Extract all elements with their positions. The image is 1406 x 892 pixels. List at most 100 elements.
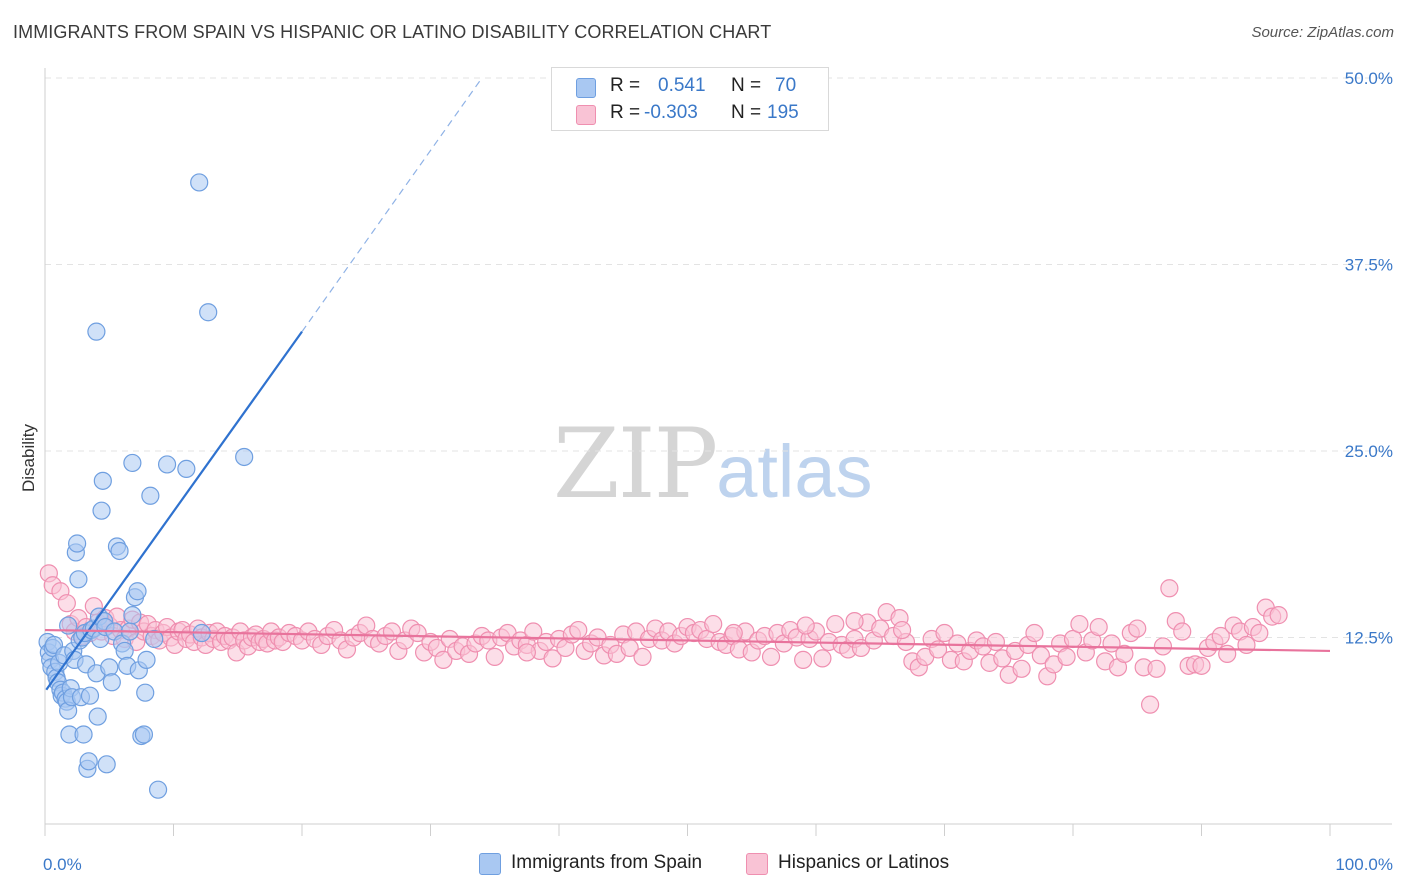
legend-n-value: 70: [775, 75, 797, 96]
watermark: ZIPatlas: [553, 408, 873, 520]
point-spain: [74, 725, 93, 744]
point-hispanic: [796, 616, 815, 635]
point-hispanic: [892, 620, 912, 640]
point-hispanic: [1160, 579, 1179, 598]
point-spain: [68, 534, 87, 553]
trend-line-spain-extension: [301, 77, 483, 332]
point-hispanic: [1250, 623, 1269, 643]
point-hispanic: [1153, 637, 1173, 656]
point-spain: [123, 453, 142, 473]
point-hispanic: [845, 611, 864, 631]
point-hispanic: [813, 649, 832, 668]
point-spain: [69, 570, 88, 589]
point-hispanic: [1269, 606, 1288, 625]
series-hispanics-or-latinos: [39, 564, 1288, 714]
point-spain: [92, 501, 111, 520]
point-spain: [199, 303, 218, 322]
legend-n-label: N =: [731, 75, 762, 96]
point-hispanic: [633, 647, 652, 666]
point-spain: [145, 629, 164, 649]
point-hispanic: [826, 614, 845, 634]
point-hispanic: [761, 647, 781, 666]
legend-r-label: R =: [610, 75, 641, 96]
point-hispanic: [1237, 635, 1256, 655]
point-hispanic: [1173, 622, 1192, 641]
y-tick-label: 37.5%: [1345, 256, 1393, 275]
point-spain: [148, 780, 168, 799]
point-hispanic: [1140, 695, 1160, 714]
source-label: Source: ZipAtlas.com: [1251, 24, 1394, 41]
legend-n-label: N =: [731, 102, 762, 123]
y-tick-label: 50.0%: [1345, 69, 1393, 88]
point-hispanic: [1147, 659, 1166, 678]
point-hispanic: [1128, 619, 1147, 638]
point-hispanic: [724, 623, 743, 643]
point-spain: [141, 486, 160, 505]
y-tick-label: 25.0%: [1345, 442, 1393, 461]
point-spain: [87, 322, 106, 341]
point-hispanic: [1115, 644, 1134, 664]
legend-row-spain: R = 0.541 N = 70: [552, 73, 828, 101]
point-spain: [80, 686, 100, 705]
point-hispanic: [517, 643, 536, 662]
x-tick-label: 0.0%: [43, 855, 82, 874]
point-spain: [110, 541, 129, 561]
point-spain: [190, 173, 209, 192]
point-hispanic: [794, 650, 813, 669]
bottom-legend-swatch-spain: [479, 853, 501, 875]
point-hispanic: [1192, 656, 1211, 675]
legend-row-hispanics: R = -0.303 N = 195: [552, 100, 828, 128]
legend-r-label: R =: [610, 102, 641, 123]
point-spain: [136, 683, 155, 702]
point-hispanic: [704, 614, 723, 634]
point-spain: [97, 755, 116, 774]
point-hispanic: [1218, 644, 1237, 664]
point-spain: [235, 447, 254, 467]
axes: [44, 68, 1392, 836]
y-axis-title: Disability: [19, 423, 38, 492]
point-spain: [157, 455, 177, 474]
axis-labels: 12.5% 25.0% 37.5% 50.0% 0.0% 100.0% Disability: [19, 69, 1393, 874]
trend-lines: [44, 77, 1331, 691]
bottom-legend-label-spain: Immigrants from Spain: [511, 852, 703, 873]
point-hispanic: [57, 594, 76, 613]
watermark-atlas: atlas: [716, 430, 873, 513]
point-spain: [115, 641, 134, 661]
point-hispanic: [1089, 617, 1108, 637]
point-hispanic: [569, 620, 588, 640]
point-hispanic: [986, 632, 1006, 652]
point-spain: [128, 582, 147, 601]
x-tick-label: 100.0%: [1335, 855, 1393, 874]
point-hispanic: [408, 623, 427, 643]
legend-swatch-spain: [576, 78, 596, 98]
gridlines: [45, 77, 1392, 638]
legend-r-value: -0.303: [644, 102, 698, 123]
point-spain: [137, 650, 156, 669]
point-spain: [100, 658, 119, 677]
point-spain: [134, 725, 154, 744]
point-hispanic: [434, 650, 453, 669]
point-hispanic: [1025, 623, 1044, 643]
point-hispanic: [1211, 626, 1230, 646]
point-spain: [88, 707, 107, 726]
watermark-zip: ZIP: [553, 408, 718, 520]
point-hispanic: [935, 623, 954, 643]
y-tick-label: 12.5%: [1345, 629, 1393, 648]
legend-r-value: 0.541: [658, 75, 706, 96]
chart-title: IMMIGRANTS FROM SPAIN VS HISPANIC OR LAT…: [13, 22, 772, 42]
trend-line-hispanics: [44, 628, 1331, 653]
point-hispanic: [543, 649, 562, 668]
point-spain: [123, 606, 142, 625]
point-spain: [79, 752, 98, 771]
series-immigrants-from-spain: [38, 173, 254, 799]
legend-n-value: 195: [767, 102, 799, 123]
point-spain: [102, 673, 121, 692]
point-hispanic: [1012, 659, 1031, 678]
legend-swatch-hispanics: [576, 105, 596, 125]
point-hispanic: [1070, 614, 1089, 634]
point-hispanic: [524, 622, 543, 641]
point-spain: [177, 459, 196, 479]
bottom-legend-swatch-hispanics: [746, 853, 768, 875]
point-spain: [93, 471, 112, 490]
